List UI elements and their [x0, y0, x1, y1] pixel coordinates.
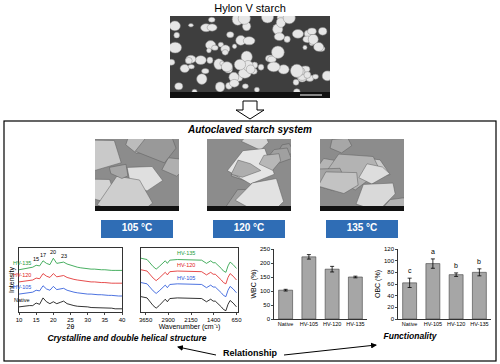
- svg-text:35: 35: [101, 317, 108, 323]
- svg-text:HV-135: HV-135: [470, 321, 488, 327]
- svg-text:1400: 1400: [207, 317, 221, 323]
- svg-text:120: 120: [384, 246, 395, 252]
- svg-text:HV-120: HV-120: [447, 321, 465, 327]
- svg-text:HV-135: HV-135: [13, 260, 31, 266]
- svg-text:HV-105: HV-105: [13, 284, 31, 290]
- html-text:105 °C: 105 °C: [121, 222, 153, 233]
- svg-text:80: 80: [387, 269, 394, 275]
- svg-text:WBC (%): WBC (%): [250, 269, 258, 298]
- svg-text:HV-120: HV-120: [13, 272, 31, 278]
- svg-text:17: 17: [40, 252, 46, 258]
- html-text:135 °C: 135 °C: [346, 222, 378, 233]
- html-text:Autoclaved starch system: Autoclaved starch system: [188, 124, 312, 135]
- html-text:Functionality: Functionality: [383, 331, 437, 341]
- svg-text:Native: Native: [402, 321, 418, 327]
- svg-text:HV-120: HV-120: [177, 262, 195, 268]
- svg-text:HV-105: HV-105: [177, 275, 195, 281]
- svg-text:100: 100: [384, 258, 395, 264]
- svg-text:250: 250: [260, 246, 271, 252]
- html-text:Relationship: Relationship: [223, 348, 277, 358]
- svg-text:20: 20: [387, 304, 394, 310]
- svg-text:60: 60: [387, 281, 394, 287]
- svg-text:OBC (%): OBC (%): [374, 270, 382, 298]
- svg-text:2900: 2900: [162, 317, 176, 323]
- svg-text:40: 40: [119, 317, 126, 323]
- svg-text:Wavenumber (cm⁻¹): Wavenumber (cm⁻¹): [159, 323, 221, 331]
- svg-text:Native: Native: [278, 321, 294, 327]
- svg-text:a: a: [431, 248, 435, 255]
- svg-text:3650: 3650: [139, 317, 153, 323]
- svg-text:HV-120: HV-120: [323, 321, 341, 327]
- html-text:Hylon V starch: Hylon V starch: [214, 2, 286, 14]
- svg-text:23: 23: [61, 253, 67, 259]
- svg-text:c: c: [408, 267, 412, 274]
- svg-text:0: 0: [391, 316, 395, 322]
- svg-text:Intensity: Intensity: [8, 266, 16, 293]
- html-text:Crystalline and double helical: Crystalline and double helical structure: [47, 333, 207, 343]
- svg-text:0: 0: [267, 316, 271, 322]
- svg-text:50: 50: [263, 302, 270, 308]
- svg-text:2150: 2150: [184, 317, 198, 323]
- svg-text:b: b: [454, 262, 458, 269]
- svg-text:150: 150: [260, 274, 271, 280]
- svg-text:100: 100: [260, 288, 271, 294]
- svg-text:2θ: 2θ: [67, 323, 75, 330]
- svg-text:HV-105: HV-105: [424, 321, 442, 327]
- svg-text:25: 25: [67, 317, 74, 323]
- svg-text:15: 15: [33, 256, 39, 262]
- svg-text:20: 20: [50, 249, 56, 255]
- svg-text:HV-105: HV-105: [300, 321, 318, 327]
- svg-text:20: 20: [50, 317, 57, 323]
- html-text:120 °C: 120 °C: [233, 222, 265, 233]
- svg-text:40: 40: [387, 293, 394, 299]
- svg-text:HV-135: HV-135: [346, 321, 364, 327]
- svg-text:b: b: [477, 258, 481, 265]
- svg-text:650: 650: [231, 317, 242, 323]
- svg-text:200: 200: [260, 260, 271, 266]
- svg-text:HV-135: HV-135: [177, 250, 195, 256]
- svg-text:Native: Native: [14, 297, 30, 303]
- svg-text:15: 15: [33, 317, 40, 323]
- svg-text:10: 10: [16, 317, 23, 323]
- svg-text:30: 30: [84, 317, 91, 323]
